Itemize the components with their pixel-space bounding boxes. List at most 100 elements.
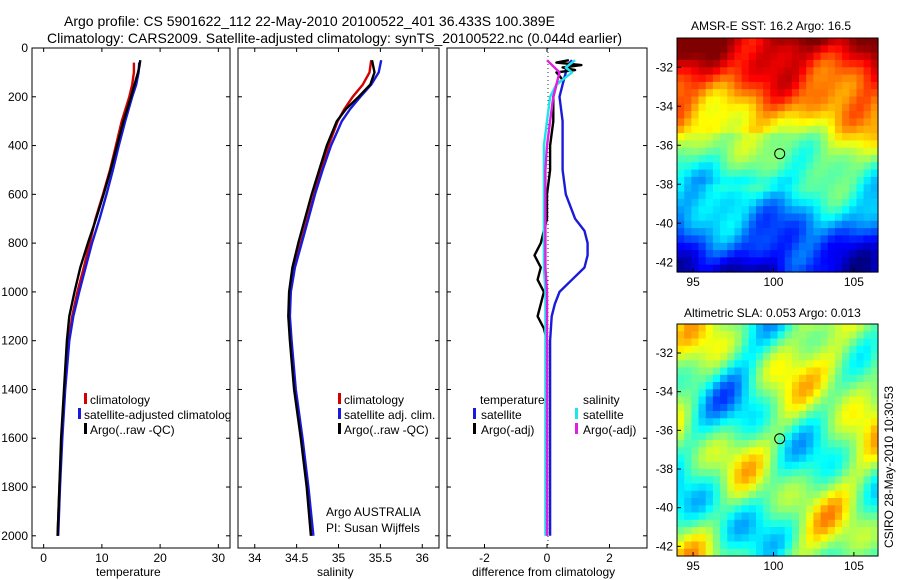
heatmap-cell [684,476,692,485]
heatmap-cell [834,67,843,76]
heatmap-cell [791,425,800,434]
heatmap-cell [856,432,865,441]
heatmap-cell [720,67,728,76]
heatmap-cell [856,476,865,485]
heatmap-cell [763,360,771,369]
heatmap-cell [734,447,743,456]
heatmap-cell [770,360,779,369]
heatmap-cell [763,396,771,405]
heatmap-cell [777,367,786,376]
heatmap-cell [834,155,843,163]
heatmap-cell [677,541,685,550]
heatmap-cell [720,432,728,441]
heatmap-cell [741,490,750,499]
heatmap-cell [870,213,879,222]
heatmap-cell [756,96,764,105]
heatmap-cell [763,103,771,112]
heatmap-cell [734,331,743,340]
lat-tick-label: -42 [656,539,674,553]
heatmap-cell [791,191,800,200]
heatmap-cell [748,498,757,506]
heatmap-cell [712,432,721,441]
heatmap-cell [784,125,793,134]
heatmap-cell [806,382,814,390]
difference-xlabel: difference from climatology [472,565,615,579]
heatmap-cell [827,67,836,76]
heatmap-cell [863,52,872,61]
heatmap-cell [870,89,879,98]
heatmap-cell [834,331,843,340]
heatmap-cell [784,331,793,340]
heatmap-cell [827,382,836,390]
heatmap-cell [712,389,721,398]
heatmap-cell [748,103,757,112]
heatmap-cell [748,418,757,427]
heatmap-cell [870,541,879,550]
heatmap-cell [849,67,858,76]
heatmap-cell [799,103,807,112]
heatmap-cell [691,220,700,229]
heatmap-cell [813,118,822,127]
heatmap-cell [684,353,692,361]
y-tick-label: 1400 [1,382,28,396]
heatmap-cell [727,206,736,215]
series-line-satellite [57,62,141,536]
heatmap-cell [734,133,743,141]
heatmap-cell [827,96,836,105]
heatmap-cell [813,403,822,412]
heatmap-cell [698,353,707,361]
heatmap-cell [842,235,850,244]
heatmap-cell [712,118,721,127]
heatmap-cell [820,169,829,178]
heatmap-cell [834,440,843,448]
heatmap-cell [842,338,850,347]
heatmap-cell [748,59,757,68]
heatmap-cell [677,360,685,369]
x-tick-label: -2 [479,551,490,565]
heatmap-cell [863,367,872,376]
heatmap-cell [691,345,700,354]
heatmap-cell [727,505,736,514]
heatmap-cell [756,440,764,448]
heatmap-cell [856,147,865,156]
heatmap-cell [842,257,850,266]
heatmap-cell [813,418,822,427]
heatmap-cell [748,331,757,340]
heatmap-cell [748,454,757,463]
heatmap-cell [727,257,736,266]
y-tick-label: 600 [8,187,28,201]
heatmap-cell [712,505,721,514]
heatmap-cell [813,382,822,390]
heatmap-cell [784,367,793,376]
heatmap-cell [863,74,872,83]
heatmap-cell [827,257,836,266]
heatmap-cell [712,52,721,61]
heatmap-cell [698,59,707,68]
heatmap-cell [849,206,858,215]
heatmap-cell [741,382,750,390]
heatmap-cell [863,250,872,258]
heatmap-cell [856,133,865,141]
heatmap-cell [863,527,872,535]
heatmap-cell [741,498,750,506]
heatmap-cell [734,59,743,68]
heatmap-cell [770,257,779,266]
heatmap-cell [748,447,757,456]
heatmap-cell [684,191,692,200]
heatmap-cell [870,111,879,119]
heatmap-cell [806,235,814,244]
heatmap-cell [870,418,879,427]
heatmap-cell [820,89,829,98]
heatmap-cell [684,432,692,441]
heatmap-cell [784,264,793,273]
heatmap-cell [849,447,858,456]
heatmap-cell [741,133,750,141]
heatmap-cell [691,67,700,76]
heatmap-cell [827,191,836,200]
heatmap-cell [863,242,872,251]
legend-swatch-sat [338,408,341,419]
heatmap-cell [684,220,692,229]
heatmap-cell [734,548,743,557]
heatmap-cell [727,191,736,200]
lat-tick-label: -34 [656,385,674,399]
